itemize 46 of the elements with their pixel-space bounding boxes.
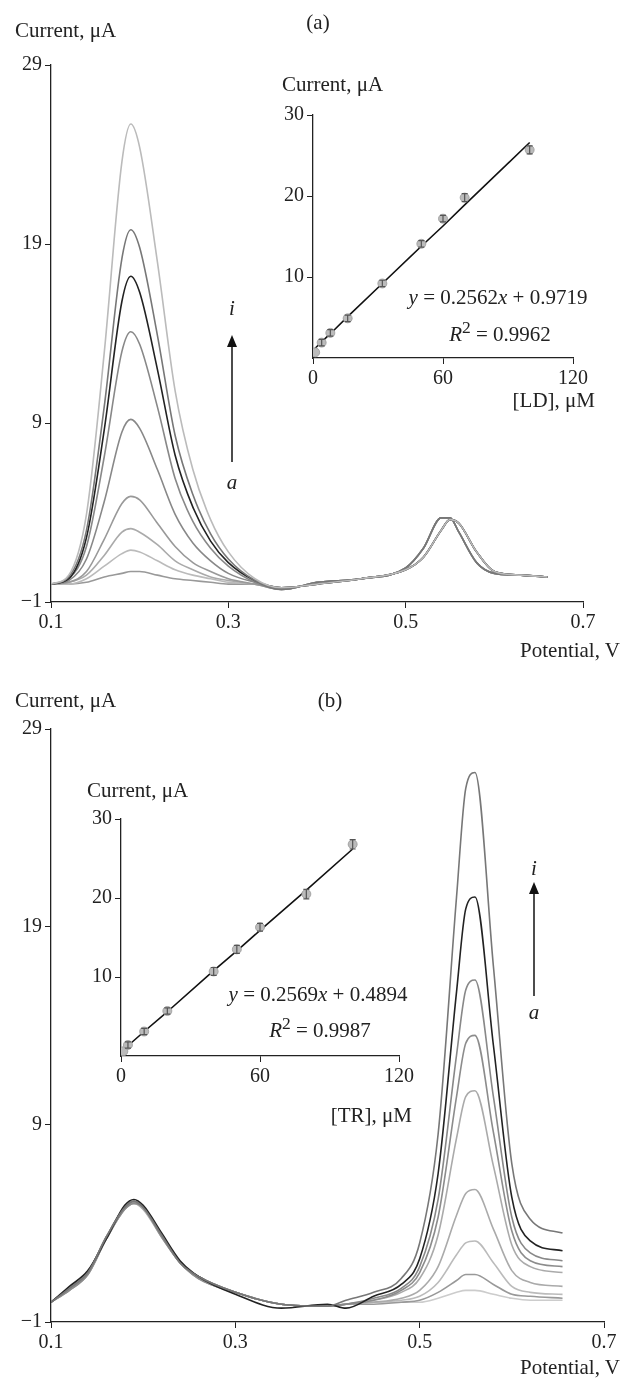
x-tick-label: 120 bbox=[558, 366, 588, 389]
x-axis-title: [LD], μM bbox=[512, 388, 595, 412]
x-tick-label: 0.1 bbox=[38, 610, 64, 633]
y-tick-label: 30 bbox=[284, 102, 304, 125]
x-tick-label: 0 bbox=[308, 366, 318, 389]
x-tick-label: 0.7 bbox=[591, 1330, 617, 1353]
x-tick-label: 0.5 bbox=[393, 610, 419, 633]
annotation: i bbox=[229, 296, 235, 320]
y-tick-label: 10 bbox=[284, 264, 304, 287]
y-tick-label: 19 bbox=[22, 913, 42, 936]
y-axis-title: Current, μA bbox=[15, 688, 117, 712]
x-tick-label: 60 bbox=[433, 366, 453, 389]
x-axis-title: [TR], μM bbox=[330, 1103, 412, 1127]
x-tick-label: 120 bbox=[384, 1064, 414, 1087]
x-axis-title: Potential, V bbox=[520, 638, 620, 662]
x-tick-label: 0.5 bbox=[407, 1330, 433, 1353]
x-tick-label: 0 bbox=[116, 1064, 126, 1087]
y-tick-label: −1 bbox=[20, 589, 42, 612]
chart-title: (a) bbox=[306, 10, 330, 34]
annotation: i bbox=[531, 856, 537, 880]
y-tick-label: 20 bbox=[92, 885, 112, 908]
y-tick-label: 30 bbox=[92, 806, 112, 829]
y-tick-label: 19 bbox=[22, 231, 42, 254]
x-tick-label: 0.7 bbox=[570, 610, 596, 633]
y-axis-title: Current, μA bbox=[282, 72, 384, 96]
annotation: a bbox=[528, 1000, 540, 1024]
x-tick-label: 60 bbox=[250, 1064, 270, 1087]
y-tick-label: 20 bbox=[284, 183, 304, 206]
x-tick-label: 0.3 bbox=[215, 610, 241, 633]
y-axis-title: Current, μA bbox=[15, 18, 117, 42]
annotation: y = 0.2569x + 0.4894 bbox=[228, 982, 408, 1006]
x-tick-label: 0.1 bbox=[38, 1330, 64, 1353]
annotation: a bbox=[226, 470, 238, 494]
x-tick-label: 0.3 bbox=[222, 1330, 248, 1353]
x-axis-title: Potential, V bbox=[520, 1355, 620, 1379]
chart-title: (b) bbox=[317, 688, 343, 712]
y-tick-label: −1 bbox=[20, 1309, 42, 1332]
y-axis-title: Current, μA bbox=[87, 778, 189, 802]
y-tick-label: 10 bbox=[92, 964, 112, 987]
annotation: R$^{2}$ = 0.9962 bbox=[449, 315, 551, 346]
y-tick-label: 9 bbox=[32, 1111, 42, 1134]
y-tick-label: 9 bbox=[32, 410, 42, 433]
y-tick-label: 29 bbox=[22, 52, 42, 75]
annotation: R$^{2}$ = 0.9987 bbox=[269, 1011, 371, 1042]
annotation: y = 0.2562x + 0.9719 bbox=[408, 285, 588, 309]
y-tick-label: 29 bbox=[22, 716, 42, 739]
